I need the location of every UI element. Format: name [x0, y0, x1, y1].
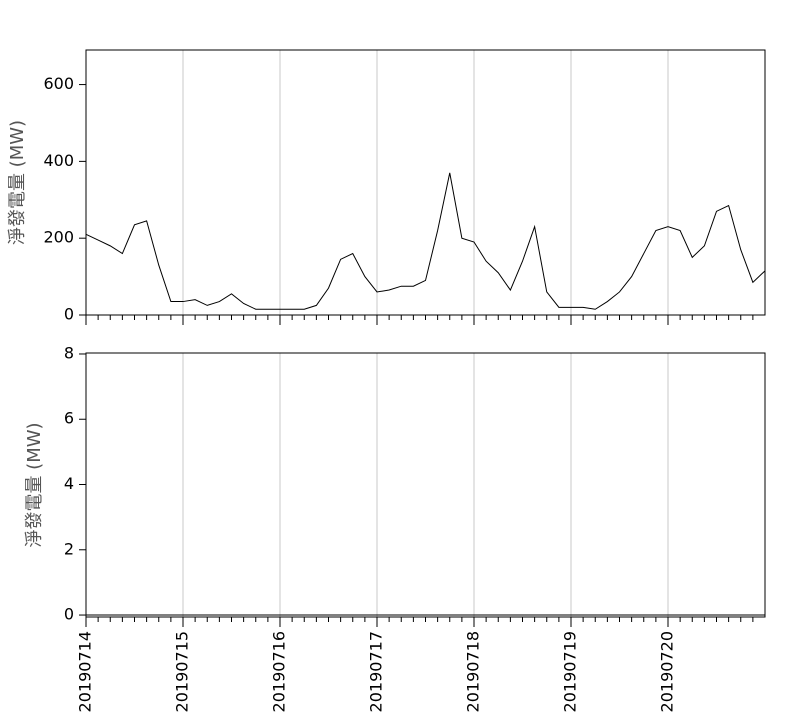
- x-tick-label: 20190718: [464, 631, 483, 712]
- y-axis-label: 淨發電量 (MW): [7, 120, 28, 245]
- panel: 0 200 400 600 淨發電量 (MW): [7, 49, 766, 325]
- y-tick-label: 4: [64, 474, 74, 493]
- y-tick-label: 400: [43, 151, 74, 170]
- x-tick-label: 20190720: [658, 631, 677, 712]
- plot-frame: [85, 49, 766, 316]
- x-tick-label: 20190715: [173, 631, 192, 712]
- y-tick-label: 600: [43, 74, 74, 93]
- x-tick-label: 20190714: [76, 631, 95, 712]
- y-axis-label: 淨發電量 (MW): [24, 422, 45, 547]
- y-tick-label: 8: [64, 343, 74, 362]
- y-tick-label: 200: [43, 228, 74, 247]
- y-tick-label: 0: [64, 305, 74, 324]
- y-tick-label: 6: [64, 409, 74, 428]
- plot-frame: [85, 352, 766, 618]
- y-tick-label: 0: [64, 605, 74, 624]
- panel: 20190714 20190715 20190716 20190717 20190718…: [24, 343, 766, 712]
- x-tick-label: 20190716: [270, 631, 289, 712]
- x-tick-label: 20190719: [561, 631, 580, 712]
- line-series: [85, 172, 766, 310]
- x-tick-label: 20190717: [367, 631, 386, 712]
- y-tick-label: 2: [64, 539, 74, 558]
